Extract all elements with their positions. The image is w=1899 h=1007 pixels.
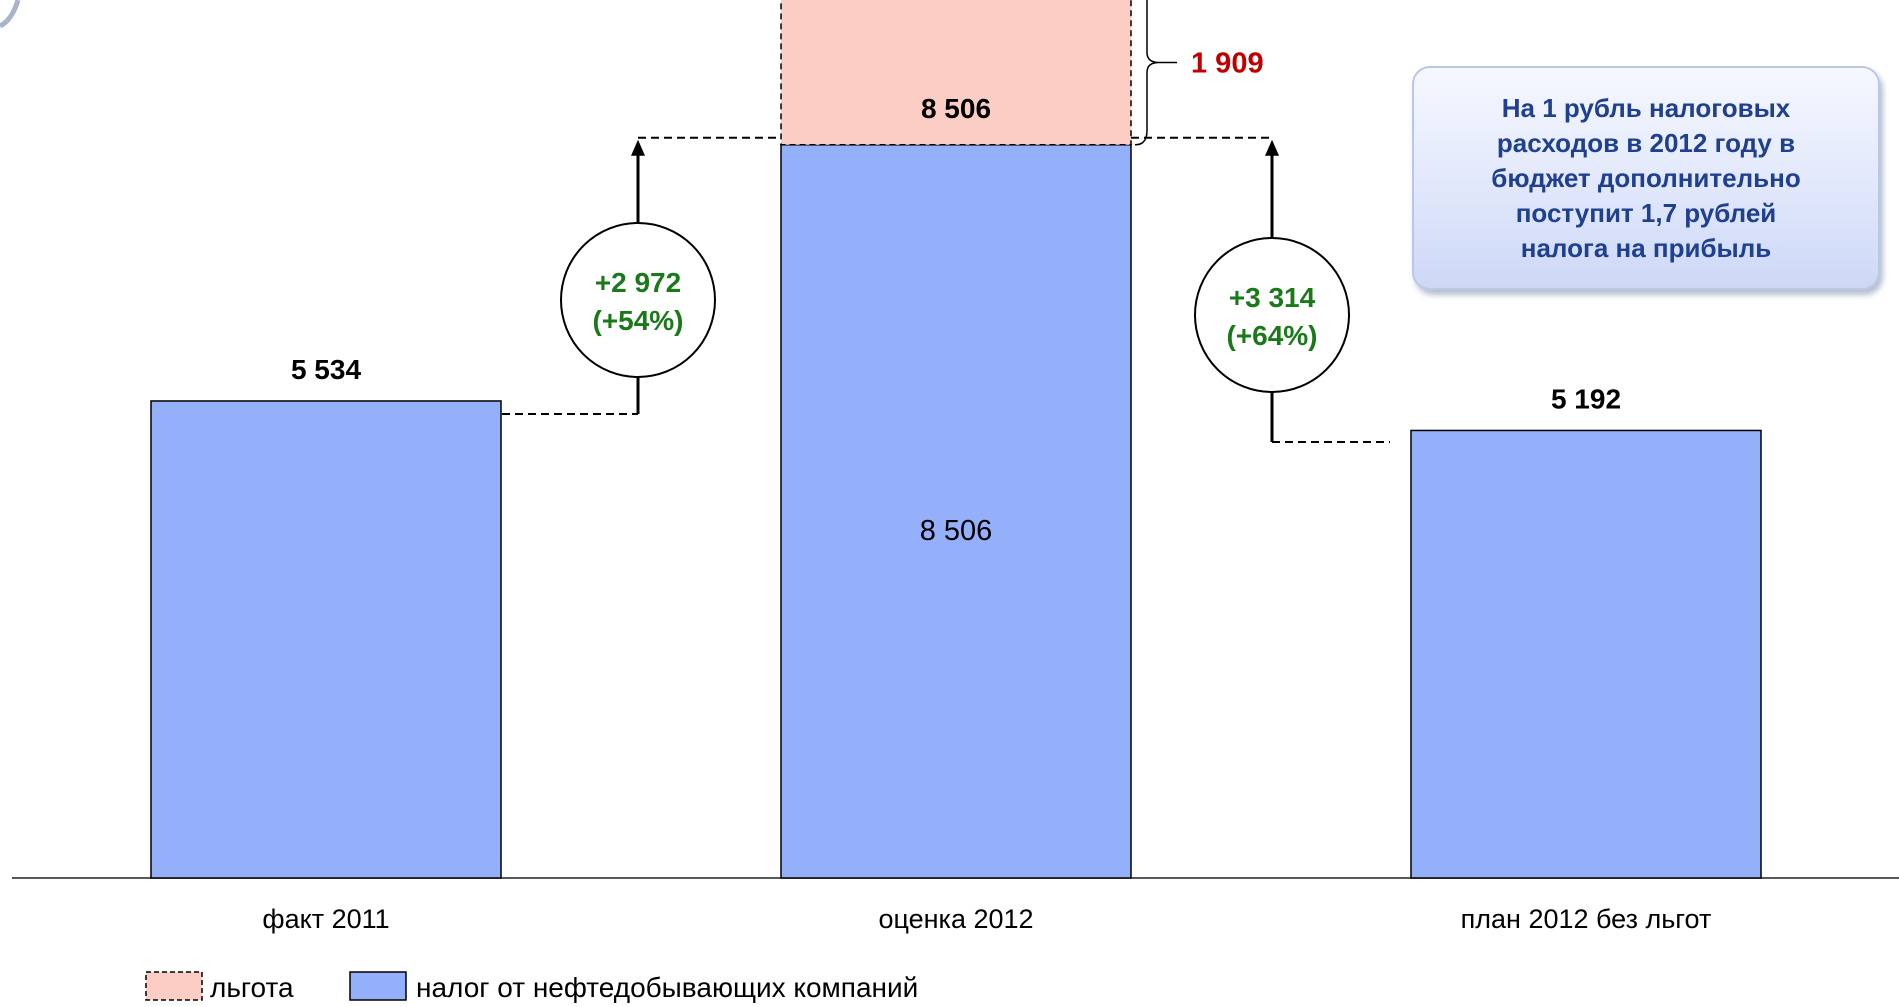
corner-decoration bbox=[0, 0, 21, 29]
note-box: На 1 рубль налоговых расходов в 2012 год… bbox=[1412, 66, 1880, 290]
x-tick-label: план 2012 без льгот bbox=[1461, 904, 1712, 934]
benefit-brace bbox=[1134, 0, 1160, 146]
tax-bar bbox=[780, 144, 1132, 879]
legend-label-benefit: льгота bbox=[210, 972, 294, 1003]
legend-swatch-tax bbox=[349, 971, 407, 1001]
change-circle bbox=[560, 222, 716, 378]
benefit-bar bbox=[780, 0, 1132, 146]
change-value: +2 972 bbox=[595, 267, 681, 298]
x-tick-label: факт 2011 bbox=[262, 904, 389, 934]
legend-label-tax: налог от нефтедобывающих компаний bbox=[416, 972, 918, 1003]
arrow-head bbox=[631, 139, 645, 156]
inner-label: 8 506 bbox=[920, 515, 993, 547]
benefit-label: 1 909 bbox=[1191, 48, 1264, 80]
change-percent: (+64%) bbox=[1226, 320, 1317, 351]
data-label: 5 192 bbox=[1551, 383, 1621, 414]
data-label: 5 534 bbox=[291, 354, 361, 385]
change-percent: (+54%) bbox=[592, 305, 683, 336]
note-text: На 1 рубль налоговых расходов в 2012 год… bbox=[1491, 92, 1801, 263]
arrow-head bbox=[1265, 139, 1279, 156]
tax-bar bbox=[150, 400, 502, 879]
legend-swatch-benefit bbox=[145, 971, 203, 1001]
tax-bar bbox=[1410, 429, 1762, 879]
change-value: +3 314 bbox=[1229, 282, 1316, 313]
change-circle bbox=[1194, 237, 1350, 393]
data-label: 8 506 bbox=[921, 93, 991, 124]
x-tick-label: оценка 2012 bbox=[878, 904, 1033, 934]
